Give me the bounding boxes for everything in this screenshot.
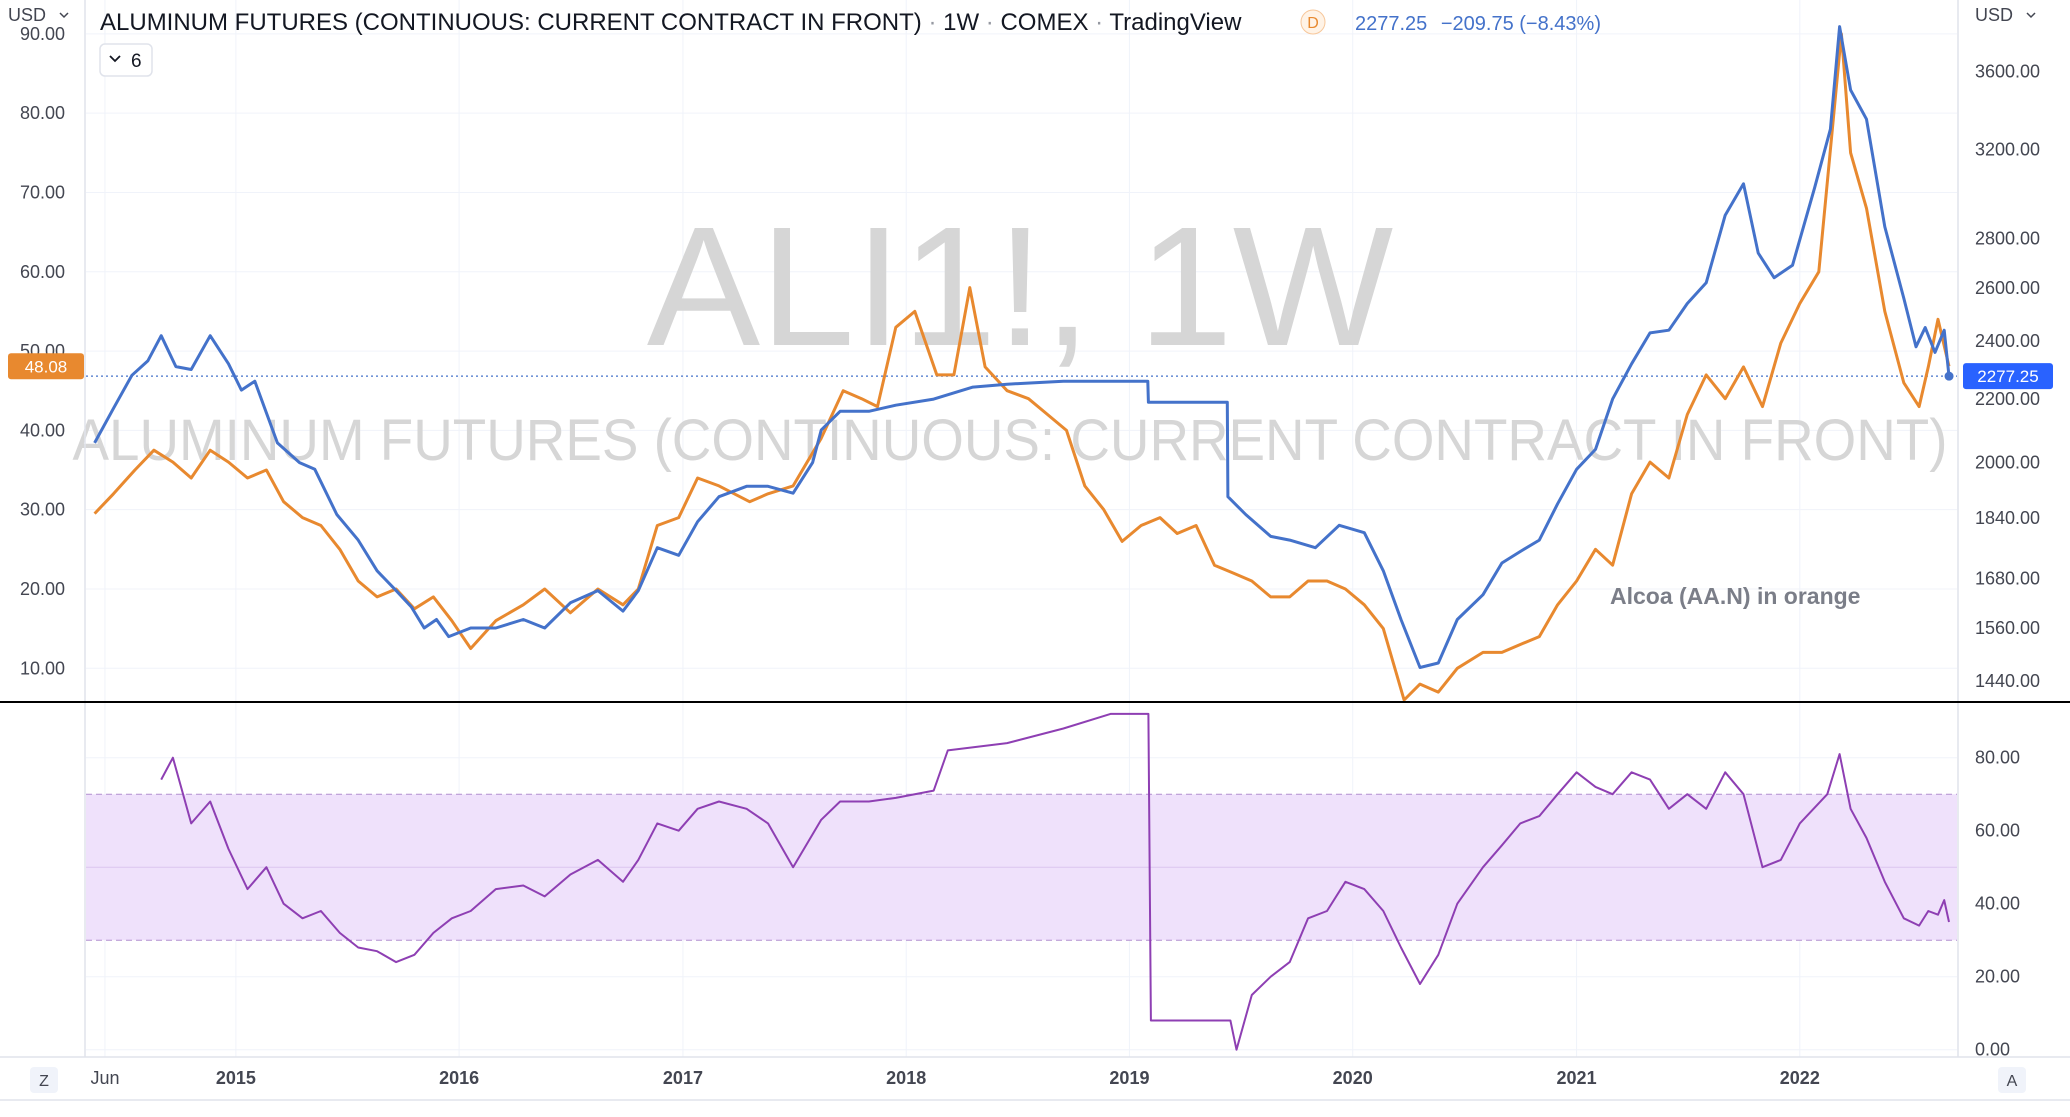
time-axis[interactable]: Jun 2015 2016 2017 2018 2019 2020 2021 2022 bbox=[90, 1068, 1819, 1088]
time-axis-tick-label: 2016 bbox=[439, 1068, 479, 1088]
aluminum-series-line bbox=[93, 25, 1951, 669]
right-axis-tick-label: 1840.00 bbox=[1975, 508, 2040, 528]
right-currency-label[interactable]: USD bbox=[1975, 5, 2013, 25]
title-separator: · bbox=[1095, 9, 1109, 36]
right-axis-tick-label: 3600.00 bbox=[1975, 61, 2040, 81]
auto-scale-label: A bbox=[2007, 1073, 2018, 1090]
time-axis-tick-label: Jun bbox=[90, 1068, 119, 1088]
title-separator: · bbox=[986, 9, 1001, 36]
left-axis-tick-label: 10.00 bbox=[20, 658, 65, 678]
left-currency-chevron-icon bbox=[59, 12, 69, 19]
time-axis-tick-label: 2017 bbox=[663, 1068, 703, 1088]
right-axis-tick-label: 2200.00 bbox=[1975, 389, 2040, 409]
legend-last-value: 2277.25 bbox=[1355, 13, 1427, 35]
right-axis-tick-label: 2400.00 bbox=[1975, 331, 2040, 351]
chart-title: ALUMINUM FUTURES (CONTINUOUS: CURRENT CO… bbox=[100, 9, 1242, 36]
rsi-series-line bbox=[160, 712, 1950, 1051]
chart-annotation: Alcoa (AA.N) in orange bbox=[1610, 583, 1860, 609]
indicators-collapse-button[interactable] bbox=[99, 43, 153, 77]
left-axis-tick-label: 30.00 bbox=[20, 500, 65, 520]
left-axis-tick-label: 60.00 bbox=[20, 262, 65, 282]
time-axis-tick-label: 2020 bbox=[1333, 1068, 1373, 1088]
indicators-count: 6 bbox=[131, 51, 142, 72]
right-axis-tick-label: 2600.00 bbox=[1975, 278, 2040, 298]
legend-values: 2277.25 −209.75 (−8.43%) bbox=[1355, 13, 1601, 35]
title-separator: · bbox=[928, 9, 943, 36]
rsi-axis-tick-label: 20.00 bbox=[1975, 967, 2020, 987]
time-axis-tick-label: 2018 bbox=[886, 1068, 926, 1088]
right-last-price-label: 2277.25 bbox=[1977, 367, 2038, 386]
right-currency-chevron-icon bbox=[2026, 12, 2036, 19]
right-axis-tick-label: 1680.00 bbox=[1975, 569, 2040, 589]
symbol-title: ALUMINUM FUTURES (CONTINUOUS: CURRENT CO… bbox=[100, 9, 922, 36]
delayed-badge-label: D bbox=[1307, 15, 1319, 32]
left-axis-tick-label: 90.00 bbox=[20, 24, 65, 44]
time-axis-tick-label: 2019 bbox=[1109, 1068, 1149, 1088]
right-axis-tick-label: 1440.00 bbox=[1975, 671, 2040, 691]
delayed-badge[interactable] bbox=[1300, 9, 1326, 35]
interval-label: 1W bbox=[943, 9, 979, 36]
aluminum-last-point bbox=[1944, 371, 1954, 381]
time-axis-tick-label: 2015 bbox=[216, 1068, 256, 1088]
left-axis-tick-label: 40.00 bbox=[20, 420, 65, 440]
left-last-price-tag bbox=[8, 353, 84, 380]
left-price-axis[interactable]: 10.0020.0030.0040.0050.0060.0070.0080.00… bbox=[20, 24, 65, 678]
watermark-description: ALUMINUM FUTURES (CONTINUOUS: CURRENT CO… bbox=[73, 408, 1948, 473]
rsi-axis-tick-label: 0.00 bbox=[1975, 1040, 2010, 1060]
left-last-price-label: 48.08 bbox=[25, 357, 68, 376]
legend-change: −209.75 (−8.43%) bbox=[1441, 13, 1601, 35]
zoom-toggle-button[interactable] bbox=[30, 1067, 58, 1093]
provider-label: TradingView bbox=[1109, 9, 1242, 36]
left-axis-tick-label: 80.00 bbox=[20, 103, 65, 123]
rsi-axis-tick-label: 60.00 bbox=[1975, 821, 2020, 841]
left-axis-tick-label: 70.00 bbox=[20, 182, 65, 202]
right-axis-tick-label: 2000.00 bbox=[1975, 453, 2040, 473]
left-axis-tick-label: 20.00 bbox=[20, 579, 65, 599]
time-axis-tick-label: 2021 bbox=[1557, 1068, 1597, 1088]
rsi-axis-tick-label: 40.00 bbox=[1975, 894, 2020, 914]
left-currency-label[interactable]: USD bbox=[8, 5, 46, 25]
right-price-axis[interactable]: 1440.00 1560.00 1680.00 1840.00 2000.00 2200.… bbox=[1975, 61, 2040, 691]
zoom-toggle-label: Z bbox=[39, 1073, 49, 1090]
rsi-axis[interactable]: 0.00 20.00 40.00 60.00 80.00 bbox=[1975, 748, 2020, 1060]
right-axis-tick-label: 2800.00 bbox=[1975, 229, 2040, 249]
watermark-symbol: ALI1!, 1W bbox=[647, 192, 1393, 382]
time-axis-tick-label: 2022 bbox=[1780, 1068, 1820, 1088]
exchange-label: COMEX bbox=[1000, 9, 1088, 36]
rsi-axis-tick-label: 80.00 bbox=[1975, 748, 2020, 768]
chevron-down-icon bbox=[109, 55, 121, 63]
auto-scale-button[interactable] bbox=[1998, 1067, 2026, 1093]
right-axis-tick-label: 3200.00 bbox=[1975, 140, 2040, 160]
right-last-price-tag bbox=[1963, 363, 2053, 390]
right-axis-tick-label: 1560.00 bbox=[1975, 618, 2040, 638]
